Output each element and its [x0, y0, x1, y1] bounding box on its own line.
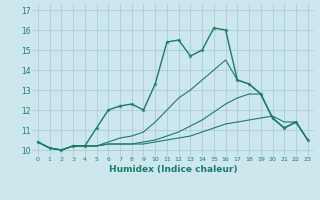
X-axis label: Humidex (Indice chaleur): Humidex (Indice chaleur)	[108, 165, 237, 174]
